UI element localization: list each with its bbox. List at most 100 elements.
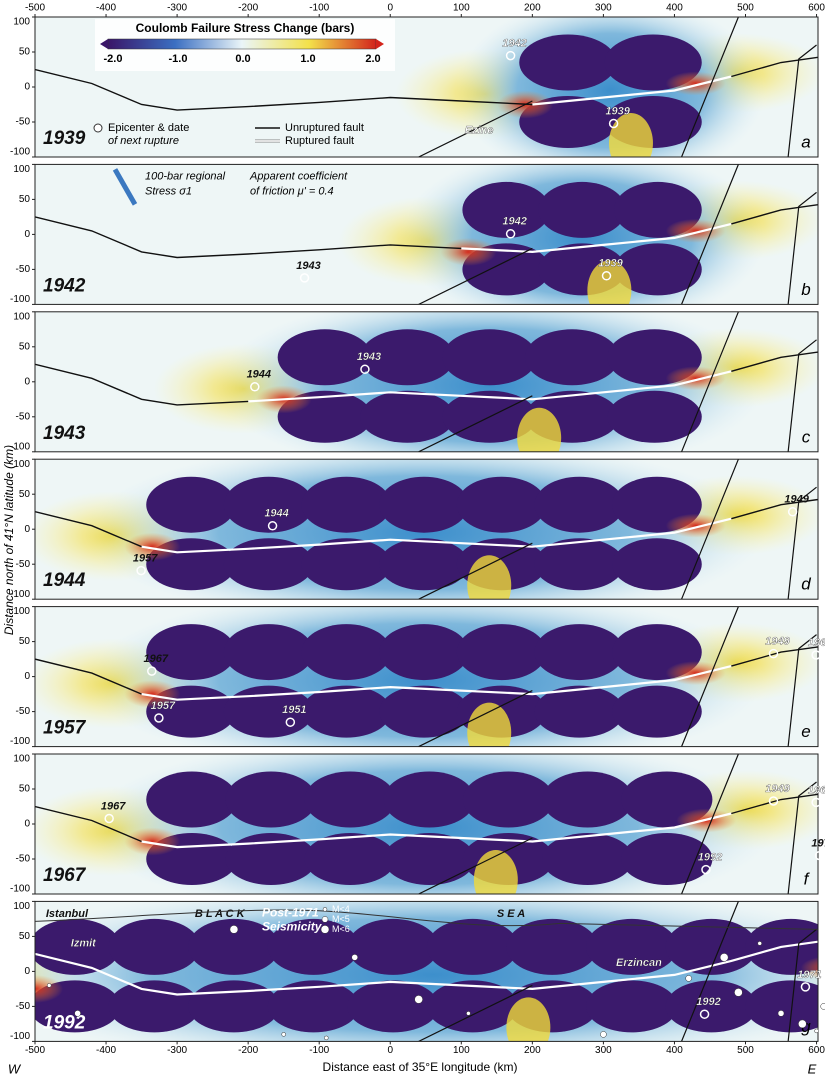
stress-shadow-south bbox=[586, 980, 678, 1033]
branch-fault bbox=[418, 247, 533, 305]
annotation: 1966 bbox=[808, 637, 825, 649]
epicenter bbox=[154, 713, 164, 723]
y-tick-label: -50 bbox=[16, 559, 31, 570]
x-tick-label: 100 bbox=[453, 1045, 470, 1056]
y-tick-label: 0 bbox=[24, 819, 30, 830]
epicenter bbox=[787, 507, 798, 517]
branch-fault bbox=[787, 634, 817, 747]
red-tip bbox=[665, 513, 726, 538]
stress-shadow-north bbox=[108, 918, 201, 975]
epicenter bbox=[768, 796, 779, 806]
annotation: 1939 bbox=[605, 105, 630, 117]
stress-shadow-north bbox=[146, 771, 238, 828]
seismicity-key-label: M<6 bbox=[332, 924, 350, 934]
east-label: E bbox=[808, 1061, 817, 1076]
branch-fault bbox=[787, 191, 817, 305]
epicenter bbox=[104, 813, 114, 824]
stress-shadow-north bbox=[223, 624, 314, 681]
legend-text: Unruptured fault bbox=[285, 122, 364, 134]
stress-shadow-south bbox=[360, 390, 455, 443]
seismicity-event bbox=[719, 953, 729, 962]
epicenter bbox=[800, 982, 811, 992]
stress-shadow-north bbox=[456, 476, 547, 533]
panel: 100 50 0 -50 -100 1992 g 1992 1971 Istanbul Izmit B… bbox=[10, 900, 825, 1042]
panel-year: 1939 bbox=[43, 128, 86, 149]
stress-shadow-south bbox=[379, 538, 469, 591]
ruptured-fault bbox=[248, 370, 732, 403]
x-tick-label: 600 bbox=[808, 3, 825, 14]
branch-fault bbox=[418, 690, 533, 747]
stress-shadow-north bbox=[277, 329, 373, 386]
legend-epicenter bbox=[93, 123, 103, 133]
stress-shadow-south bbox=[301, 538, 392, 591]
stress-shadow-north bbox=[146, 624, 236, 681]
epicenter bbox=[811, 650, 821, 660]
epicenter bbox=[505, 229, 516, 239]
annotation: 1971 bbox=[797, 969, 821, 981]
y-tick-label: 100 bbox=[13, 164, 30, 175]
stress-shadow-south bbox=[225, 833, 317, 885]
y-tick-label: -50 bbox=[16, 854, 31, 865]
stress-shadow-north bbox=[462, 181, 551, 238]
red-tip bbox=[124, 532, 181, 561]
stress-shadow-north bbox=[225, 771, 317, 828]
panel-year: 1957 bbox=[43, 718, 87, 739]
x-tick-label: -100 bbox=[309, 1045, 329, 1056]
epicenter bbox=[299, 273, 310, 283]
panel-letter: a bbox=[801, 132, 810, 151]
panel: 100 50 0 -50 -100 1943 c 1944 1943 bbox=[10, 311, 819, 452]
stress-shadow-south bbox=[612, 538, 702, 591]
panel: 100 50 0 -50 -100 1944 d 1944 1957 1949 bbox=[10, 458, 819, 600]
y-tick-label: 50 bbox=[19, 341, 31, 352]
panel-letter: c bbox=[802, 427, 811, 446]
panel-letter: g bbox=[801, 1017, 811, 1036]
panel: 100 50 0 -50 -100 1942 b 1942 1943 1939 100-bar re… bbox=[10, 163, 819, 305]
stress-shadow-north bbox=[442, 329, 537, 386]
stress-shadow-north bbox=[379, 476, 469, 533]
y-tick-label: 0 bbox=[24, 671, 30, 682]
x-tick-label: -400 bbox=[96, 1045, 116, 1056]
panel-year: 1942 bbox=[43, 275, 86, 296]
seismicity-event bbox=[814, 1028, 819, 1034]
note: Stress σ1 bbox=[145, 185, 192, 197]
y-tick-label: 100 bbox=[13, 901, 30, 912]
epicenter bbox=[136, 565, 146, 576]
stress-shadow-north bbox=[538, 181, 626, 238]
stress-arrow bbox=[112, 168, 138, 206]
stress-shadow-north bbox=[35, 918, 121, 975]
annotation: 1949 bbox=[784, 494, 809, 506]
y-tick-label: -100 bbox=[10, 884, 30, 895]
branch-fault bbox=[680, 754, 739, 894]
stress-shadow-north bbox=[426, 918, 519, 975]
branch-fault bbox=[787, 781, 817, 894]
y-tick-label: 50 bbox=[19, 931, 31, 942]
x-tick-label: 500 bbox=[737, 3, 754, 14]
branch-fault bbox=[787, 339, 817, 452]
x-tick-label: -200 bbox=[238, 3, 258, 14]
yellow-lobe bbox=[608, 113, 653, 157]
red-tip bbox=[665, 661, 726, 686]
panel-year: 1992 bbox=[43, 1012, 86, 1033]
note: 100-bar regional bbox=[145, 170, 226, 182]
yellow-lobe bbox=[467, 555, 512, 600]
y-tick-label: 100 bbox=[13, 754, 30, 765]
ruptured-fault bbox=[141, 517, 732, 554]
colorbar bbox=[107, 38, 377, 50]
seismicity-event bbox=[46, 983, 52, 988]
stress-shadow-south bbox=[534, 685, 625, 738]
y-tick-label: 0 bbox=[24, 82, 30, 93]
stress-shadow-south bbox=[383, 833, 475, 885]
x-tick-label: 100 bbox=[453, 3, 470, 14]
branch-fault bbox=[787, 44, 817, 157]
stress-shadow-south bbox=[347, 980, 439, 1033]
stress-shadow-south bbox=[613, 243, 702, 296]
branch-fault bbox=[680, 164, 739, 305]
annotation: 1943 bbox=[357, 351, 381, 363]
epicenter bbox=[147, 666, 157, 676]
stress-field bbox=[35, 606, 818, 747]
stress-shadow-south bbox=[301, 685, 392, 738]
x-tick-label: 300 bbox=[595, 1045, 612, 1056]
stress-shadow-north bbox=[304, 771, 396, 828]
epicenter bbox=[360, 364, 370, 375]
colorbar-tick-label: -1.0 bbox=[169, 53, 188, 65]
